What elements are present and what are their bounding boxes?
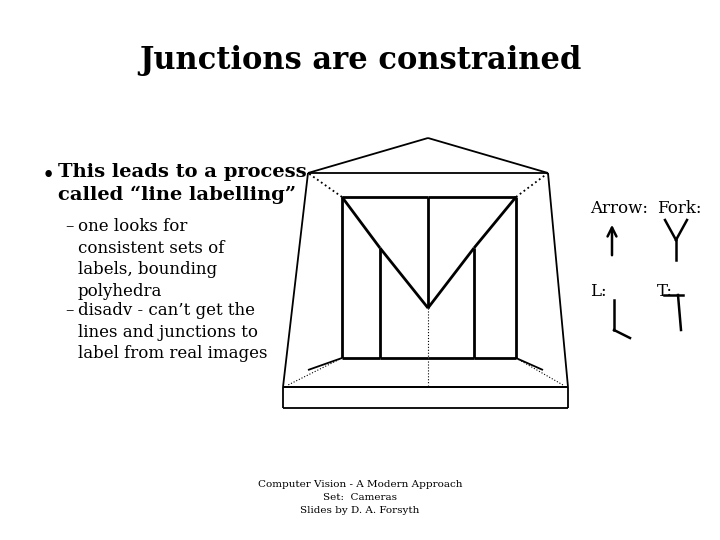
Text: disadv - can’t get the
lines and junctions to
label from real images: disadv - can’t get the lines and junctio… bbox=[78, 302, 268, 362]
Text: This leads to a process
called “line labelling”: This leads to a process called “line lab… bbox=[58, 163, 307, 204]
Text: Arrow:: Arrow: bbox=[590, 200, 648, 217]
Text: Junctions are constrained: Junctions are constrained bbox=[139, 45, 581, 76]
Text: –: – bbox=[65, 218, 73, 235]
Text: Slides by D. A. Forsyth: Slides by D. A. Forsyth bbox=[300, 506, 420, 515]
Text: Fork:: Fork: bbox=[657, 200, 701, 217]
Text: one looks for
consistent sets of
labels, bounding
polyhedra: one looks for consistent sets of labels,… bbox=[78, 218, 225, 300]
Text: T:: T: bbox=[657, 283, 673, 300]
Text: L:: L: bbox=[590, 283, 607, 300]
Text: Computer Vision - A Modern Approach: Computer Vision - A Modern Approach bbox=[258, 480, 462, 489]
Text: Set:  Cameras: Set: Cameras bbox=[323, 493, 397, 502]
Text: –: – bbox=[65, 302, 73, 319]
Text: •: • bbox=[42, 165, 55, 187]
